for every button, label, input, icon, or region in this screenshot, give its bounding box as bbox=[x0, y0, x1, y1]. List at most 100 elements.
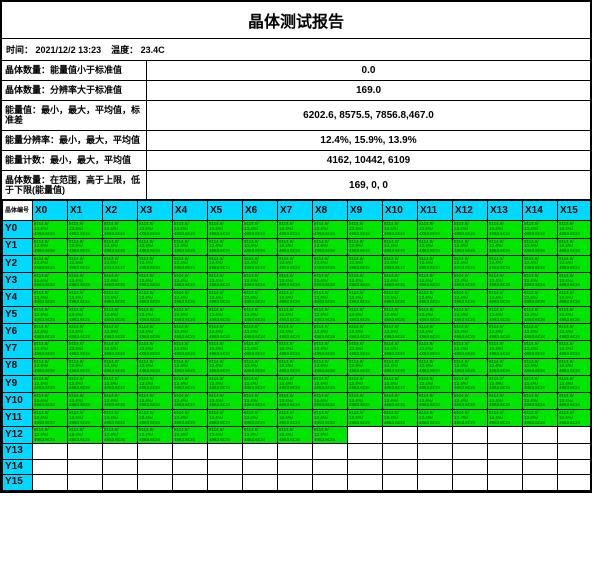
grid-cell: 8114.6/13.4%/4863.6Cnt bbox=[33, 392, 68, 409]
grid-cell: 8114.6/13.4%/4863.6Cnt bbox=[558, 375, 591, 392]
grid-cell: 8114.6/13.4%/4863.6Cnt bbox=[138, 324, 173, 341]
grid-cell: 8114.6/13.4%/4863.6Cnt bbox=[558, 238, 591, 255]
grid-cell: 8114.6/13.4%/4863.6Cnt bbox=[488, 392, 523, 409]
grid-cell bbox=[208, 459, 243, 475]
grid-cell bbox=[418, 427, 453, 444]
grid-cell: 8114.6/13.4%/4863.6Cnt bbox=[523, 307, 558, 324]
grid-cell: 8114.6/13.4%/4863.6Cnt bbox=[558, 221, 591, 238]
grid-cell: 8114.6/13.4%/4863.6Cnt bbox=[488, 221, 523, 238]
grid-cell bbox=[453, 427, 488, 444]
grid-cell: 8114.6/13.4%/4863.6Cnt bbox=[208, 255, 243, 272]
grid-cell: 8114.6/13.4%/4863.6Cnt bbox=[243, 341, 278, 358]
grid-cell: 8114.6/13.4%/4863.6Cnt bbox=[208, 290, 243, 307]
grid-cell: 8114.6/13.4%/4863.6Cnt bbox=[278, 410, 313, 427]
grid-cell: 8114.6/13.4%/4863.6Cnt bbox=[243, 221, 278, 238]
summary-value: 12.4%, 15.9%, 13.9% bbox=[147, 131, 590, 150]
grid-cell: 8114.6/13.4%/4863.6Cnt bbox=[33, 272, 68, 289]
grid-cell bbox=[173, 475, 208, 491]
grid-cell bbox=[138, 444, 173, 460]
grid-cell: 8114.6/13.4%/4863.6Cnt bbox=[138, 238, 173, 255]
grid-cell: 8114.6/13.4%/4863.6Cnt bbox=[383, 341, 418, 358]
grid-cell: 8114.6/13.4%/4863.6Cnt bbox=[488, 290, 523, 307]
grid-cell: 8114.6/13.4%/4863.6Cnt bbox=[68, 221, 103, 238]
grid-cell: 8114.6/13.4%/4863.6Cnt bbox=[33, 290, 68, 307]
grid-cell: 8114.6/13.4%/4863.6Cnt bbox=[243, 410, 278, 427]
grid-cell bbox=[33, 475, 68, 491]
grid-cell: 8114.6/13.4%/4863.6Cnt bbox=[173, 221, 208, 238]
grid-cell bbox=[173, 459, 208, 475]
grid-cell bbox=[558, 427, 591, 444]
grid-cell: 8114.6/13.4%/4863.6Cnt bbox=[208, 427, 243, 444]
grid-cell bbox=[138, 459, 173, 475]
grid-cell: 8114.6/13.4%/4863.6Cnt bbox=[348, 290, 383, 307]
grid-cell bbox=[523, 444, 558, 460]
grid-cell: 8114.6/13.4%/4863.6Cnt bbox=[173, 272, 208, 289]
grid-cell: 8114.6/13.4%/4863.6Cnt bbox=[33, 358, 68, 375]
grid-cell bbox=[558, 459, 591, 475]
grid-cell: 8114.6/13.4%/4863.6Cnt bbox=[103, 358, 138, 375]
grid-cell: 8114.6/13.4%/4863.6Cnt bbox=[453, 392, 488, 409]
grid-cell: 8114.6/13.4%/4863.6Cnt bbox=[103, 324, 138, 341]
grid-row-header: Y1 bbox=[3, 238, 33, 255]
grid-cell: 8114.6/13.4%/4863.6Cnt bbox=[313, 238, 348, 255]
grid-cell: 8114.6/13.4%/4863.6Cnt bbox=[208, 358, 243, 375]
temp-label: 温度： bbox=[111, 45, 138, 55]
grid-cell: 8114.6/13.4%/4863.6Cnt bbox=[523, 290, 558, 307]
grid-cell: 8114.6/13.4%/4863.6Cnt bbox=[138, 221, 173, 238]
crystal-grid: 晶体编号X0X1X2X3X4X5X6X7X8X9X10X11X12X13X14X… bbox=[2, 200, 590, 491]
grid-col-header: X8 bbox=[313, 201, 348, 221]
grid-cell: 8114.6/13.4%/4863.6Cnt bbox=[453, 221, 488, 238]
grid-cell bbox=[313, 459, 348, 475]
grid-cell: 8114.6/13.4%/4863.6Cnt bbox=[208, 410, 243, 427]
grid-cell: 8114.6/13.4%/4863.6Cnt bbox=[173, 392, 208, 409]
grid-cell bbox=[278, 444, 313, 460]
grid-cell: 8114.6/13.4%/4863.6Cnt bbox=[313, 307, 348, 324]
grid-cell: 8114.6/13.4%/4863.6Cnt bbox=[558, 255, 591, 272]
grid-cell: 8114.6/13.4%/4863.6Cnt bbox=[138, 410, 173, 427]
summary-row: 晶体数量：分辨率大于标准值169.0 bbox=[2, 81, 590, 101]
grid-cell: 8114.6/13.4%/4863.6Cnt bbox=[138, 341, 173, 358]
grid-cell: 8114.6/13.4%/4863.6Cnt bbox=[523, 410, 558, 427]
grid-cell bbox=[523, 459, 558, 475]
grid-cell: 8114.6/13.4%/4863.6Cnt bbox=[243, 307, 278, 324]
grid-cell: 8114.6/13.4%/4863.6Cnt bbox=[208, 272, 243, 289]
grid-cell: 8114.6/13.4%/4863.6Cnt bbox=[33, 410, 68, 427]
grid-cell: 8114.6/13.4%/4863.6Cnt bbox=[68, 341, 103, 358]
grid-cell: 8114.6/13.4%/4863.6Cnt bbox=[278, 375, 313, 392]
grid-cell: 8114.6/13.4%/4863.6Cnt bbox=[103, 290, 138, 307]
grid-cell: 8114.6/13.4%/4863.6Cnt bbox=[103, 427, 138, 444]
grid-cell bbox=[383, 459, 418, 475]
grid-col-header: X3 bbox=[138, 201, 173, 221]
grid-cell: 8114.6/13.4%/4863.6Cnt bbox=[558, 307, 591, 324]
grid-cell: 8114.6/13.4%/4863.6Cnt bbox=[523, 324, 558, 341]
grid-cell: 8114.6/13.4%/4863.6Cnt bbox=[313, 410, 348, 427]
grid-cell bbox=[488, 475, 523, 491]
grid-col-header: X4 bbox=[173, 201, 208, 221]
grid-cell bbox=[103, 475, 138, 491]
grid-cell bbox=[243, 459, 278, 475]
grid-cell: 8114.6/13.4%/4863.6Cnt bbox=[523, 255, 558, 272]
summary-label: 晶体数量：分辨率大于标准值 bbox=[2, 81, 147, 100]
grid-cell: 8114.6/13.4%/4863.6Cnt bbox=[33, 307, 68, 324]
grid-cell: 8114.6/13.4%/4863.6Cnt bbox=[453, 272, 488, 289]
grid-cell bbox=[33, 444, 68, 460]
meta-row: 时间： 2021/12/2 13:23 温度： 23.4C bbox=[2, 39, 590, 61]
grid-cell: 8114.6/13.4%/4863.6Cnt bbox=[313, 427, 348, 444]
grid-cell: 8114.6/13.4%/4863.6Cnt bbox=[243, 375, 278, 392]
grid-cell: 8114.6/13.4%/4863.6Cnt bbox=[453, 238, 488, 255]
grid-cell bbox=[348, 459, 383, 475]
grid-col-header: X9 bbox=[348, 201, 383, 221]
grid-cell: 8114.6/13.4%/4863.6Cnt bbox=[68, 324, 103, 341]
grid-cell: 8114.6/13.4%/4863.6Cnt bbox=[33, 255, 68, 272]
grid-cell bbox=[278, 459, 313, 475]
grid-cell: 8114.6/13.4%/4863.6Cnt bbox=[453, 290, 488, 307]
grid-cell: 8114.6/13.4%/4863.6Cnt bbox=[68, 290, 103, 307]
grid-cell: 8114.6/13.4%/4863.6Cnt bbox=[138, 272, 173, 289]
grid-col-header: X14 bbox=[523, 201, 558, 221]
grid-cell: 8114.6/13.4%/4863.6Cnt bbox=[68, 427, 103, 444]
summary-label: 能量计数：最小，最大，平均值 bbox=[2, 151, 147, 170]
grid-cell bbox=[68, 459, 103, 475]
summary-label: 能量值：最小，最大，平均值，标准差 bbox=[2, 101, 147, 130]
grid-cell: 8114.6/13.4%/4863.6Cnt bbox=[243, 238, 278, 255]
grid-row-header: Y11 bbox=[3, 410, 33, 427]
